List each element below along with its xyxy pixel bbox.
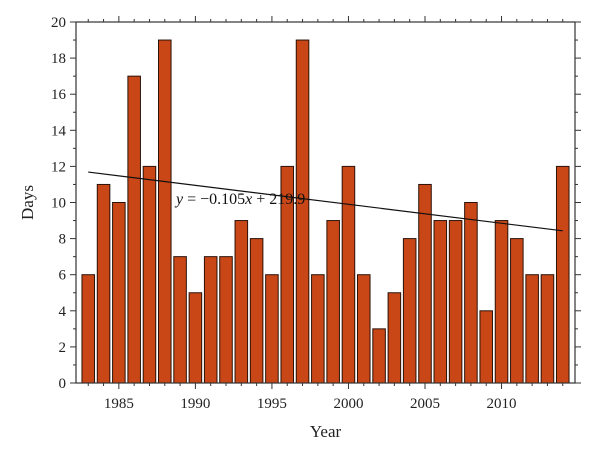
equation-x: x: [244, 191, 252, 208]
x-tick-label: 2000: [333, 396, 363, 412]
bar-1987: [142, 165, 157, 384]
y-axis: 0 2 4 6 8 10 12 14 16 18 20: [51, 15, 581, 392]
bar-2006: [433, 220, 448, 384]
y-tick-label: 6: [59, 268, 67, 284]
bar-2007: [448, 220, 463, 384]
bar-2011: [510, 238, 524, 384]
x-axis-title: Year: [310, 422, 342, 441]
bars-group: [81, 39, 570, 384]
bar-1986: [127, 75, 141, 384]
bar-1993: [234, 220, 249, 384]
bar-1985: [112, 202, 126, 384]
bar-2010: [494, 220, 509, 384]
x-axis: 1985 1990 1995 2000 2005 2010: [87, 16, 564, 412]
bar-1991: [203, 256, 218, 384]
bar-1999: [326, 220, 340, 384]
y-tick-label: 4: [59, 304, 67, 320]
bar-1997: [295, 39, 310, 384]
bar-2013: [540, 274, 555, 384]
bar-2008: [464, 202, 478, 384]
y-tick-label: 18: [51, 51, 66, 67]
x-tick-label: 1995: [257, 396, 287, 412]
bar-1995: [265, 274, 279, 384]
equation-y: y: [174, 191, 184, 208]
bar-2003: [387, 292, 402, 384]
y-tick-label: 10: [51, 196, 66, 212]
y-tick-label: 12: [51, 159, 66, 175]
y-tick-label: 2: [59, 340, 67, 356]
bar-1992: [219, 256, 233, 384]
bar-1983: [81, 274, 96, 384]
x-tick-label: 2010: [487, 396, 517, 412]
trend-equation: y = −0.105x + 219.9: [174, 191, 305, 208]
bar-2000: [341, 165, 356, 384]
equation-intercept: + 219.9: [252, 191, 305, 208]
y-tick-label: 0: [59, 376, 67, 392]
bar-1994: [249, 238, 264, 384]
y-tick-label: 16: [51, 87, 67, 103]
bar-1990: [188, 292, 203, 384]
y-axis-title: Days: [18, 185, 37, 220]
bar-2014: [555, 165, 570, 384]
bar-2009: [479, 310, 494, 384]
bar-2001: [356, 274, 371, 384]
y-tick-label: 14: [51, 123, 67, 139]
bar-1988: [158, 39, 172, 384]
x-tick-label: 1985: [104, 396, 134, 412]
bar-2002: [372, 328, 386, 384]
x-tick-label: 2005: [410, 396, 440, 412]
trend-line: [88, 171, 563, 232]
bar-2012: [525, 274, 539, 384]
x-tick-label: 1990: [180, 396, 210, 412]
equation-slope: = −0.105: [183, 191, 245, 208]
bar-1998: [311, 274, 325, 384]
y-tick-label: 20: [51, 15, 66, 31]
y-tick-label: 8: [59, 232, 67, 248]
bar-1989: [173, 256, 187, 384]
bar-2004: [402, 238, 417, 384]
bar-1984: [96, 183, 111, 384]
